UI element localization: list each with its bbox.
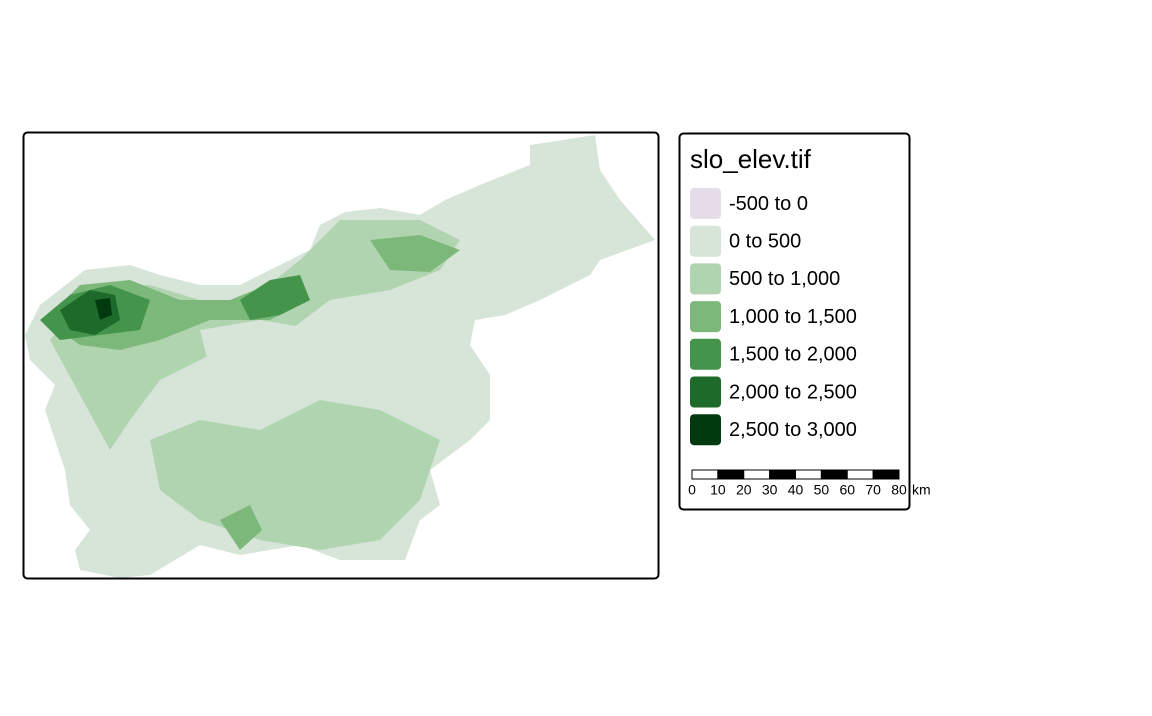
elevation-zone bbox=[370, 235, 460, 272]
scale-bar-unit: km bbox=[912, 482, 931, 498]
scale-bar-label: 50 bbox=[814, 482, 830, 498]
legend-label: 1,000 to 1,500 bbox=[729, 306, 857, 328]
legend-label: 2,500 to 3,000 bbox=[729, 419, 857, 441]
legend-swatch bbox=[690, 225, 721, 257]
elevation-zone bbox=[200, 320, 430, 400]
legend-label: 1,500 to 2,000 bbox=[729, 344, 857, 366]
scale-bar-segment bbox=[717, 469, 745, 480]
legend-label: 0 to 500 bbox=[729, 230, 801, 252]
scale-bar-segment bbox=[872, 469, 900, 480]
elevation-zone bbox=[240, 275, 310, 320]
scale-bar-label: 30 bbox=[762, 482, 778, 498]
legend-label: 2,000 to 2,500 bbox=[729, 381, 857, 403]
legend-swatch bbox=[690, 263, 721, 295]
scale-bar-segment bbox=[820, 469, 848, 480]
elevation-zone bbox=[95, 298, 112, 320]
scale-bar-segment bbox=[743, 469, 771, 480]
legend-swatch bbox=[690, 301, 721, 333]
map-frame bbox=[22, 131, 660, 580]
legend: slo_elev.tif -500 to 0 0 to 500 500 to 1,0… bbox=[678, 132, 931, 511]
scale-bar-label: 0 bbox=[688, 482, 696, 498]
scale-bar-label: 60 bbox=[839, 482, 855, 498]
legend-swatch bbox=[690, 376, 721, 408]
scale-bar-segment bbox=[795, 469, 822, 480]
legend-swatch bbox=[690, 414, 721, 446]
legend-label: -500 to 0 bbox=[729, 193, 808, 215]
elevation-zone bbox=[150, 400, 440, 550]
scale-bar-segment bbox=[691, 469, 719, 480]
legend-title: slo_elev.tif bbox=[690, 144, 812, 174]
scale-bar-label: 80 bbox=[891, 482, 907, 498]
legend-label: 500 to 1,000 bbox=[729, 268, 840, 290]
scale-bar-segment bbox=[846, 469, 874, 480]
scale-bar-label: 10 bbox=[710, 482, 726, 498]
scale-bar-label: 20 bbox=[736, 482, 752, 498]
legend-swatch bbox=[690, 338, 721, 370]
legend-swatch bbox=[690, 188, 721, 219]
map-panel bbox=[22, 131, 660, 580]
elevation-zone bbox=[220, 505, 262, 550]
scale-bar-label: 40 bbox=[788, 482, 804, 498]
legend-frame bbox=[678, 132, 911, 511]
scale-bar-label: 70 bbox=[865, 482, 881, 498]
scale-bar-segment bbox=[769, 469, 796, 480]
